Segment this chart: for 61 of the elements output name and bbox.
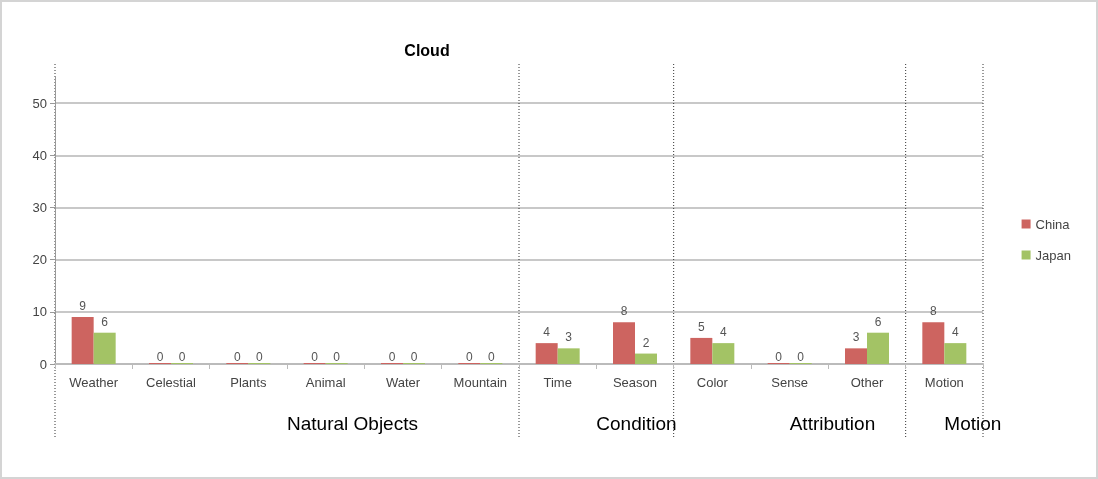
data-label: 6 bbox=[101, 314, 109, 329]
bar bbox=[845, 348, 867, 364]
data-label: 0 bbox=[465, 350, 473, 364]
data-label: 0 bbox=[156, 350, 164, 364]
y-tick-label: 10 bbox=[32, 304, 47, 320]
data-label: 5 bbox=[697, 319, 705, 334]
data-label: 4 bbox=[951, 325, 959, 340]
x-tick-label: Sense bbox=[771, 375, 809, 390]
data-label: 3 bbox=[565, 330, 573, 345]
legend-label: China bbox=[1035, 216, 1071, 232]
x-tick-label: Motion bbox=[924, 375, 964, 390]
bar bbox=[944, 343, 967, 364]
data-label: 0 bbox=[410, 350, 418, 364]
data-label: 3 bbox=[852, 330, 860, 345]
data-label: 0 bbox=[388, 350, 396, 364]
x-tick-label: Animal bbox=[305, 375, 346, 390]
x-tick-label: Water bbox=[385, 375, 421, 390]
bar bbox=[690, 337, 713, 364]
data-label: 8 bbox=[929, 304, 937, 319]
legend-label: Japan bbox=[1035, 247, 1071, 263]
x-tick-label: Time bbox=[543, 375, 572, 390]
data-label: 6 bbox=[874, 314, 882, 329]
x-tick-label: Weather bbox=[69, 375, 119, 390]
data-label: 0 bbox=[775, 350, 783, 364]
data-label: 0 bbox=[178, 350, 186, 364]
data-label: 0 bbox=[797, 350, 805, 364]
y-tick-label: 40 bbox=[32, 147, 47, 163]
text: Motion bbox=[944, 413, 1002, 434]
y-tick-label: 0 bbox=[39, 356, 47, 372]
text: Natural Objects bbox=[286, 413, 418, 434]
data-label: 0 bbox=[487, 350, 495, 364]
bar bbox=[535, 343, 558, 364]
x-tick-label: Mountain bbox=[453, 375, 508, 390]
y-tick-label: 50 bbox=[32, 95, 47, 111]
chart-title: Cloud bbox=[404, 41, 450, 59]
bar bbox=[922, 322, 945, 364]
data-label: 9 bbox=[79, 299, 87, 314]
x-tick-label: Season bbox=[612, 375, 658, 390]
x-tick-label: Color bbox=[696, 375, 729, 390]
x-tick-label: Other bbox=[850, 375, 884, 390]
x-tick-label: Plants bbox=[230, 375, 267, 390]
bar bbox=[635, 353, 657, 364]
bar bbox=[712, 343, 735, 364]
data-label: 0 bbox=[333, 350, 341, 364]
data-label: 0 bbox=[311, 350, 319, 364]
y-tick-label: 20 bbox=[32, 252, 47, 268]
text: Condition bbox=[596, 413, 677, 434]
data-label: 2 bbox=[642, 335, 650, 350]
bar bbox=[557, 348, 580, 364]
bar bbox=[93, 332, 116, 364]
data-label: 8 bbox=[620, 304, 628, 319]
x-tick-label: Celestial bbox=[146, 375, 197, 390]
data-label: 0 bbox=[255, 350, 263, 364]
data-label: 4 bbox=[719, 325, 727, 340]
bar bbox=[71, 317, 94, 364]
bar bbox=[867, 332, 889, 364]
data-label: 0 bbox=[233, 350, 241, 364]
data-label: 4 bbox=[543, 325, 551, 340]
bar bbox=[613, 322, 635, 364]
text: Attribution bbox=[789, 413, 876, 434]
y-tick-label: 30 bbox=[32, 199, 47, 215]
